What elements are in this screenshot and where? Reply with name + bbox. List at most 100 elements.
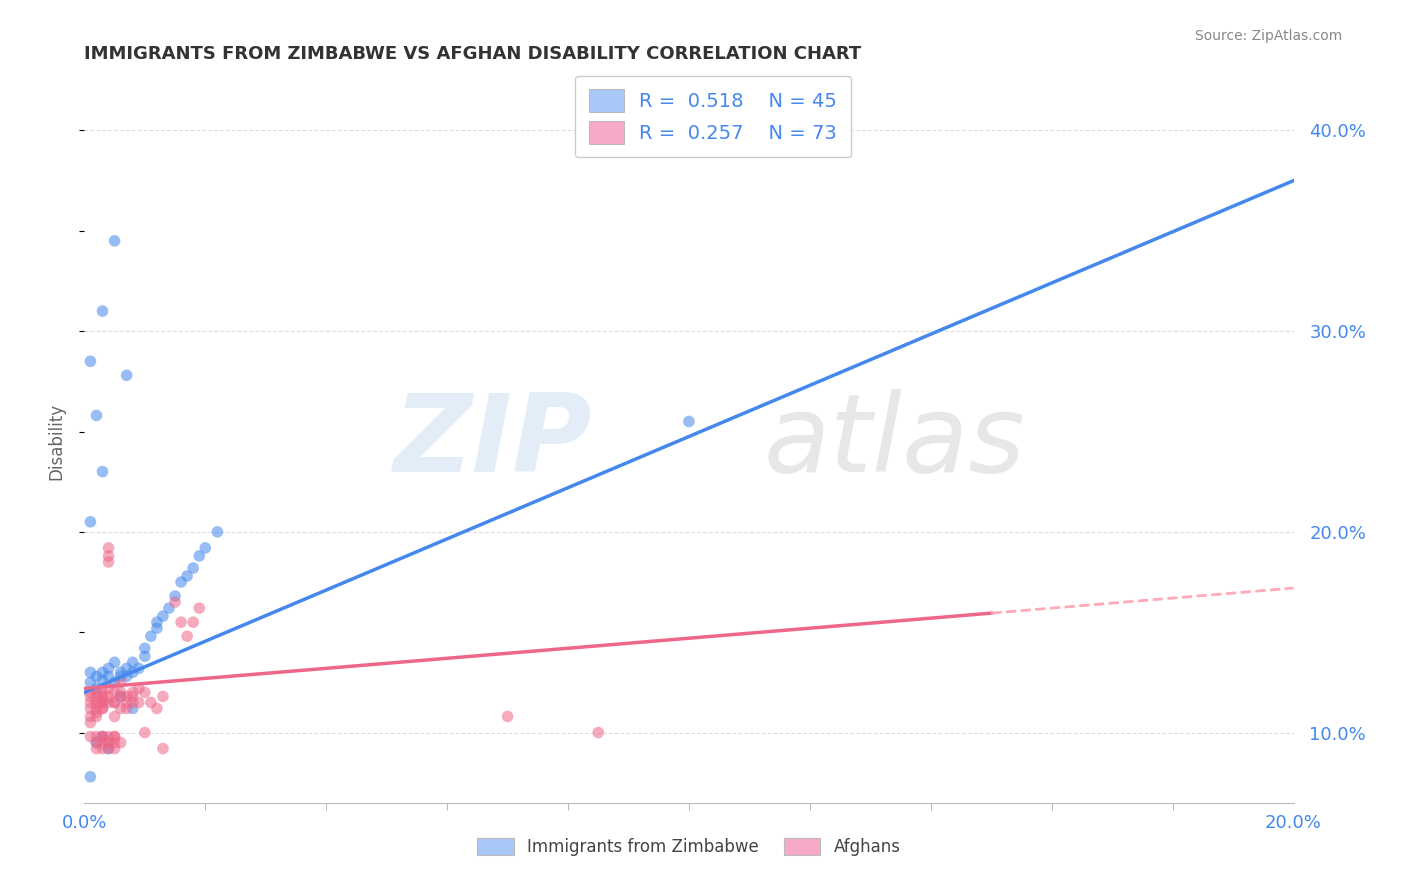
- Point: [121, 696, 143, 710]
- Point: [181, 615, 204, 630]
- Legend: Immigrants from Zimbabwe, Afghans: Immigrants from Zimbabwe, Afghans: [471, 831, 907, 863]
- Point: [110, 690, 132, 704]
- Point: [86, 735, 108, 749]
- Point: [91, 465, 114, 479]
- Point: [152, 609, 174, 624]
- Point: [104, 741, 127, 756]
- Point: [139, 629, 162, 643]
- Point: [588, 725, 610, 739]
- Text: IMMIGRANTS FROM ZIMBABWE VS AFGHAN DISABILITY CORRELATION CHART: IMMIGRANTS FROM ZIMBABWE VS AFGHAN DISAB…: [84, 45, 862, 63]
- Point: [79, 709, 101, 723]
- Point: [91, 685, 114, 699]
- Point: [86, 409, 108, 423]
- Point: [104, 675, 127, 690]
- Point: [176, 629, 198, 643]
- Point: [97, 730, 120, 744]
- Point: [128, 696, 150, 710]
- Point: [104, 730, 127, 744]
- Point: [86, 735, 108, 749]
- Point: [97, 549, 120, 563]
- Point: [128, 681, 150, 696]
- Point: [86, 696, 108, 710]
- Point: [91, 730, 114, 744]
- Point: [110, 701, 132, 715]
- Point: [91, 730, 114, 744]
- Point: [91, 665, 114, 680]
- Point: [188, 601, 211, 615]
- Point: [97, 741, 120, 756]
- Point: [79, 715, 101, 730]
- Point: [86, 701, 108, 715]
- Point: [91, 696, 114, 710]
- Y-axis label: Disability: Disability: [48, 403, 66, 480]
- Point: [97, 681, 120, 696]
- Point: [170, 615, 193, 630]
- Point: [97, 696, 120, 710]
- Text: Source: ZipAtlas.com: Source: ZipAtlas.com: [1195, 29, 1343, 44]
- Point: [91, 730, 114, 744]
- Text: ZIP: ZIP: [394, 389, 592, 494]
- Point: [157, 601, 180, 615]
- Point: [121, 665, 143, 680]
- Point: [181, 561, 204, 575]
- Point: [134, 641, 156, 656]
- Point: [91, 696, 114, 710]
- Point: [139, 696, 162, 710]
- Point: [110, 665, 132, 680]
- Point: [678, 414, 700, 428]
- Point: [104, 655, 127, 669]
- Point: [115, 696, 138, 710]
- Point: [146, 701, 169, 715]
- Point: [165, 589, 187, 603]
- Point: [207, 524, 229, 539]
- Point: [104, 735, 127, 749]
- Point: [115, 669, 138, 683]
- Point: [79, 685, 101, 699]
- Point: [97, 735, 120, 749]
- Point: [79, 675, 101, 690]
- Point: [86, 706, 108, 720]
- Point: [91, 696, 114, 710]
- Point: [86, 730, 108, 744]
- Point: [97, 741, 120, 756]
- Point: [79, 515, 101, 529]
- Point: [97, 555, 120, 569]
- Point: [110, 675, 132, 690]
- Point: [86, 669, 108, 683]
- Point: [165, 595, 187, 609]
- Point: [121, 701, 143, 715]
- Point: [115, 690, 138, 704]
- Point: [79, 665, 101, 680]
- Point: [86, 696, 108, 710]
- Point: [86, 741, 108, 756]
- Point: [79, 696, 101, 710]
- Point: [86, 685, 108, 699]
- Point: [97, 661, 120, 675]
- Point: [170, 575, 193, 590]
- Point: [104, 234, 127, 248]
- Point: [91, 690, 114, 704]
- Point: [104, 685, 127, 699]
- Point: [79, 701, 101, 715]
- Point: [176, 569, 198, 583]
- Point: [146, 621, 169, 635]
- Point: [79, 730, 101, 744]
- Point: [86, 681, 108, 696]
- Point: [104, 696, 127, 710]
- Point: [97, 669, 120, 683]
- Point: [91, 701, 114, 715]
- Point: [104, 709, 127, 723]
- Point: [91, 701, 114, 715]
- Point: [128, 661, 150, 675]
- Point: [134, 649, 156, 664]
- Point: [97, 541, 120, 555]
- Point: [79, 690, 101, 704]
- Point: [86, 690, 108, 704]
- Point: [152, 690, 174, 704]
- Point: [110, 735, 132, 749]
- Point: [134, 685, 156, 699]
- Point: [115, 661, 138, 675]
- Point: [496, 709, 519, 723]
- Point: [146, 615, 169, 630]
- Point: [91, 673, 114, 688]
